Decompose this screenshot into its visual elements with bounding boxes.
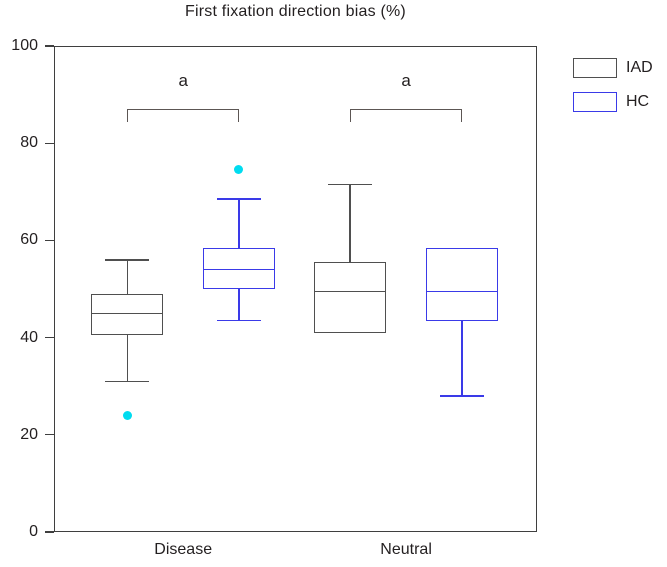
significance-label: a	[178, 71, 188, 91]
upper-whisker-stem-iad-disease	[126, 259, 129, 294]
y-axis-tick-mark	[45, 142, 54, 144]
outlier-dot-hc-disease	[234, 165, 244, 175]
box-iad-neutral	[314, 262, 387, 333]
significance-bracket	[127, 109, 239, 123]
median-line-iad-neutral	[315, 290, 386, 293]
legend-label-iad: IAD	[626, 59, 653, 76]
box-hc-neutral	[426, 247, 499, 321]
x-axis-category-label: Disease	[154, 541, 213, 558]
lower-whisker-cap-hc-neutral	[440, 395, 485, 397]
y-axis-tick-label: 60	[20, 231, 38, 249]
y-axis-tick-mark	[45, 45, 54, 47]
y-axis-tick-mark	[45, 434, 54, 436]
y-axis-tick-label: 100	[11, 37, 38, 54]
box-hc-disease	[202, 247, 275, 289]
median-line-iad-disease	[92, 312, 163, 314]
upper-whisker-stem-iad-neutral	[349, 184, 351, 263]
significance-bracket	[350, 109, 463, 123]
y-axis-tick-label: 20	[20, 425, 38, 443]
median-line-hc-neutral	[427, 290, 498, 293]
outlier-dot-iad-disease	[122, 410, 132, 420]
legend-item-iad: IAD	[573, 57, 653, 79]
upper-whisker-stem-hc-disease	[238, 199, 240, 248]
median-line-hc-disease	[203, 268, 274, 271]
x-axis-category-label: Neutral	[380, 541, 432, 558]
y-axis-tick-mark	[45, 336, 54, 339]
box-iad-disease	[91, 293, 164, 336]
legend-swatch-hc	[573, 92, 617, 112]
y-axis-tick-label: 40	[20, 328, 38, 346]
upper-whisker-cap-hc-disease	[216, 198, 261, 200]
lower-whisker-stem-iad-disease	[126, 335, 129, 382]
lower-whisker-stem-hc-neutral	[461, 320, 463, 396]
y-axis-tick-label: 80	[20, 134, 38, 152]
lower-whisker-cap-iad-disease	[105, 380, 150, 383]
significance-label: a	[401, 71, 411, 91]
plot-area	[54, 46, 537, 532]
y-axis-tick-mark	[45, 239, 54, 242]
chart-title: First fixation direction bias (%)	[185, 3, 406, 20]
y-axis-tick-mark	[45, 531, 54, 533]
legend-item-hc: HC	[573, 91, 649, 113]
y-axis-tick-label: 0	[29, 523, 38, 540]
lower-whisker-stem-hc-disease	[238, 289, 240, 321]
legend-label-hc: HC	[626, 93, 650, 110]
legend-swatch-iad	[573, 58, 617, 78]
lower-whisker-cap-hc-disease	[216, 319, 261, 322]
upper-whisker-cap-iad-neutral	[328, 183, 373, 186]
upper-whisker-cap-iad-disease	[105, 259, 150, 261]
